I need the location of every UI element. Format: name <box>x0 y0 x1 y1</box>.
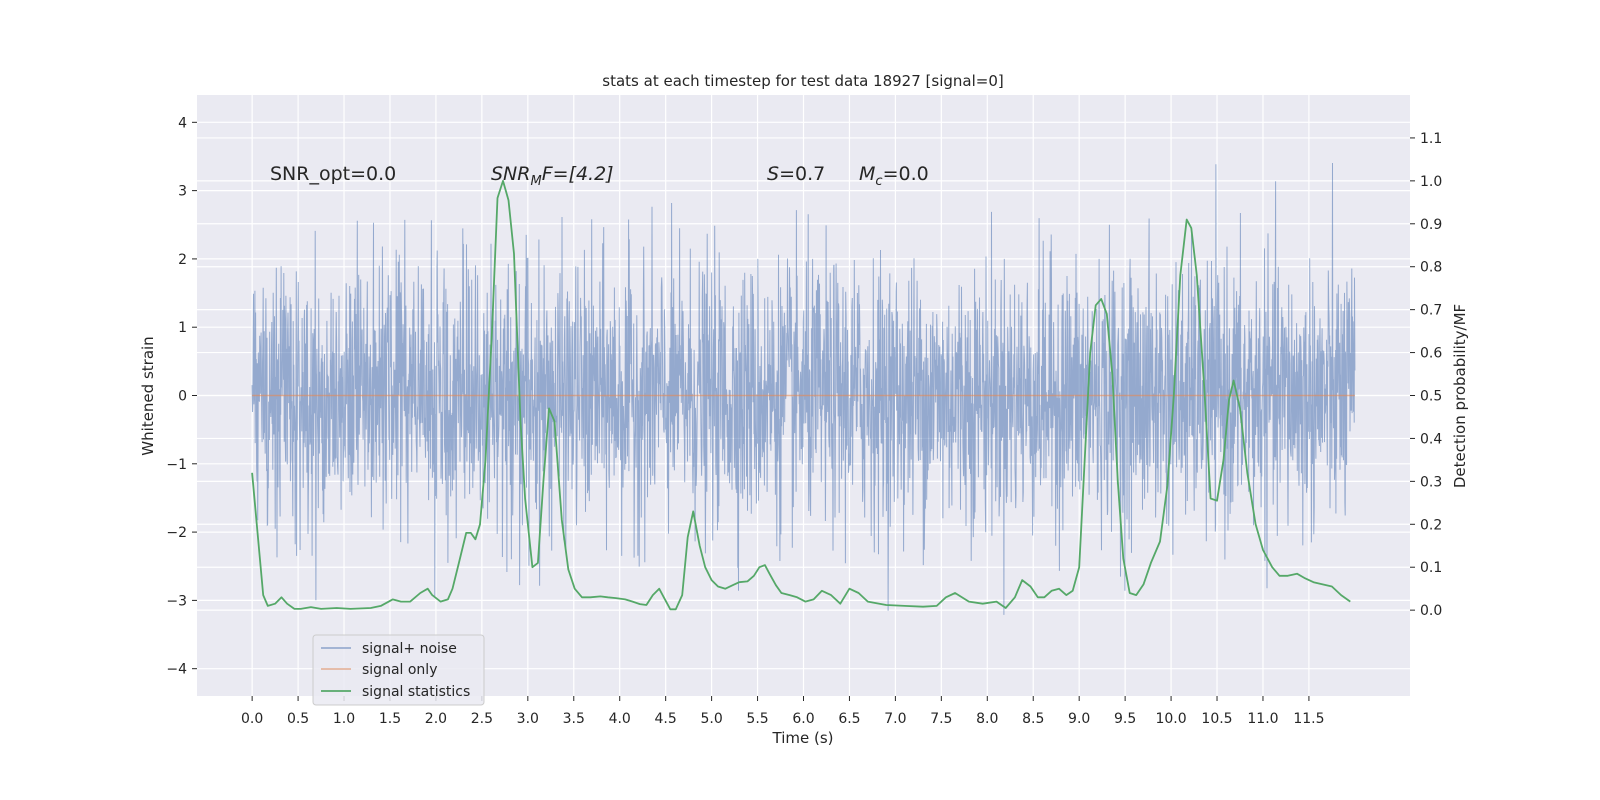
y-right-tick-label: 0.7 <box>1420 303 1442 319</box>
signal-statistics-series <box>251 179 1351 611</box>
x-tick-label: 0.5 <box>287 711 309 727</box>
y-tick-label: −2 <box>166 525 187 541</box>
annotation-snr-mf: SNRMF=[4.2] <box>491 163 614 189</box>
x-tick-label: 7.0 <box>884 711 906 727</box>
noise-series-line <box>251 162 1356 615</box>
x-tick-label: 7.5 <box>930 711 952 727</box>
x-tick-label: 9.5 <box>1114 711 1136 727</box>
x-tick-label: 0.0 <box>241 711 263 727</box>
y-right-tick-label: 0.3 <box>1420 474 1442 490</box>
y-tick-label: −4 <box>166 662 187 678</box>
y-right-axis-label: Detection probability/MF <box>1451 304 1469 488</box>
legend: signal+ noise signal only signal statist… <box>312 634 485 706</box>
x-tick-label: 3.5 <box>563 711 585 727</box>
y-right-tick-label: 1.1 <box>1420 131 1442 147</box>
x-tick-label: 6.0 <box>792 711 814 727</box>
y-right-tick-label: 0.5 <box>1420 389 1442 405</box>
x-axis-label: Time (s) <box>772 729 834 747</box>
x-tick-label: 8.0 <box>976 711 998 727</box>
x-tick-label: 3.0 <box>517 711 539 727</box>
annotation-snr-opt: SNR_opt=0.0 <box>270 163 396 185</box>
y-right-tick-label: 0.8 <box>1420 260 1442 276</box>
y-tick-label: 0 <box>178 389 187 405</box>
chart-title: stats at each timestep for test data 189… <box>602 72 1003 90</box>
y-tick-label: 3 <box>178 184 187 200</box>
legend-label-signal-only: signal only <box>362 662 437 678</box>
annotation-s: S=0.7 <box>767 163 825 185</box>
y-tick-label: 2 <box>178 252 187 268</box>
legend-label-statistics: signal statistics <box>362 684 470 700</box>
x-tick-label: 11.5 <box>1293 711 1324 727</box>
signal-statistics-line <box>251 179 1351 611</box>
x-tick-label: 10.0 <box>1155 711 1186 727</box>
x-axis-ticks: 0.0 0.5 1.0 1.5 2.0 2.5 3.0 3.5 4.0 4.5 5.0 5.5 6.0 6… <box>241 696 1325 727</box>
y-tick-label: 1 <box>178 320 187 336</box>
legend-box <box>312 634 485 706</box>
y-right-tick-label: 1.0 <box>1420 174 1442 190</box>
y-tick-label: 4 <box>178 115 187 131</box>
x-tick-label: 1.0 <box>333 711 355 727</box>
x-tick-label: 6.5 <box>838 711 860 727</box>
x-tick-label: 11.0 <box>1247 711 1278 727</box>
annotation-mc: Mc=0.0 <box>859 163 929 189</box>
x-tick-label: 1.5 <box>379 711 401 727</box>
legend-label-noise: signal+ noise <box>362 641 457 657</box>
x-tick-label: 4.5 <box>655 711 677 727</box>
y-right-tick-label: 0.0 <box>1420 603 1442 619</box>
x-tick-label: 9.0 <box>1068 711 1090 727</box>
x-tick-label: 5.0 <box>700 711 722 727</box>
x-tick-label: 4.0 <box>609 711 631 727</box>
y-axis-ticks: 4 3 2 1 0 −1 −2 −3 −4 <box>166 115 197 678</box>
y-right-tick-label: 0.6 <box>1420 346 1442 362</box>
y-right-tick-label: 0.2 <box>1420 517 1442 533</box>
y-right-axis-ticks: 1.1 1.0 0.9 0.8 0.7 0.6 0.5 0.4 0.3 0.2 0.1 0.0 <box>1410 131 1442 619</box>
x-tick-label: 2.0 <box>425 711 447 727</box>
y-right-tick-label: 0.9 <box>1420 217 1442 233</box>
x-tick-label: 8.5 <box>1022 711 1044 727</box>
y-axis-label: Whitened strain <box>139 336 157 455</box>
y-right-tick-label: 0.4 <box>1420 431 1442 447</box>
x-tick-label: 5.5 <box>746 711 768 727</box>
x-tick-label: 10.5 <box>1201 711 1232 727</box>
noise-series <box>251 162 1356 615</box>
y-right-tick-label: 0.1 <box>1420 560 1442 576</box>
x-tick-label: 2.5 <box>471 711 493 727</box>
y-tick-label: −1 <box>166 457 187 473</box>
y-tick-label: −3 <box>166 593 187 609</box>
